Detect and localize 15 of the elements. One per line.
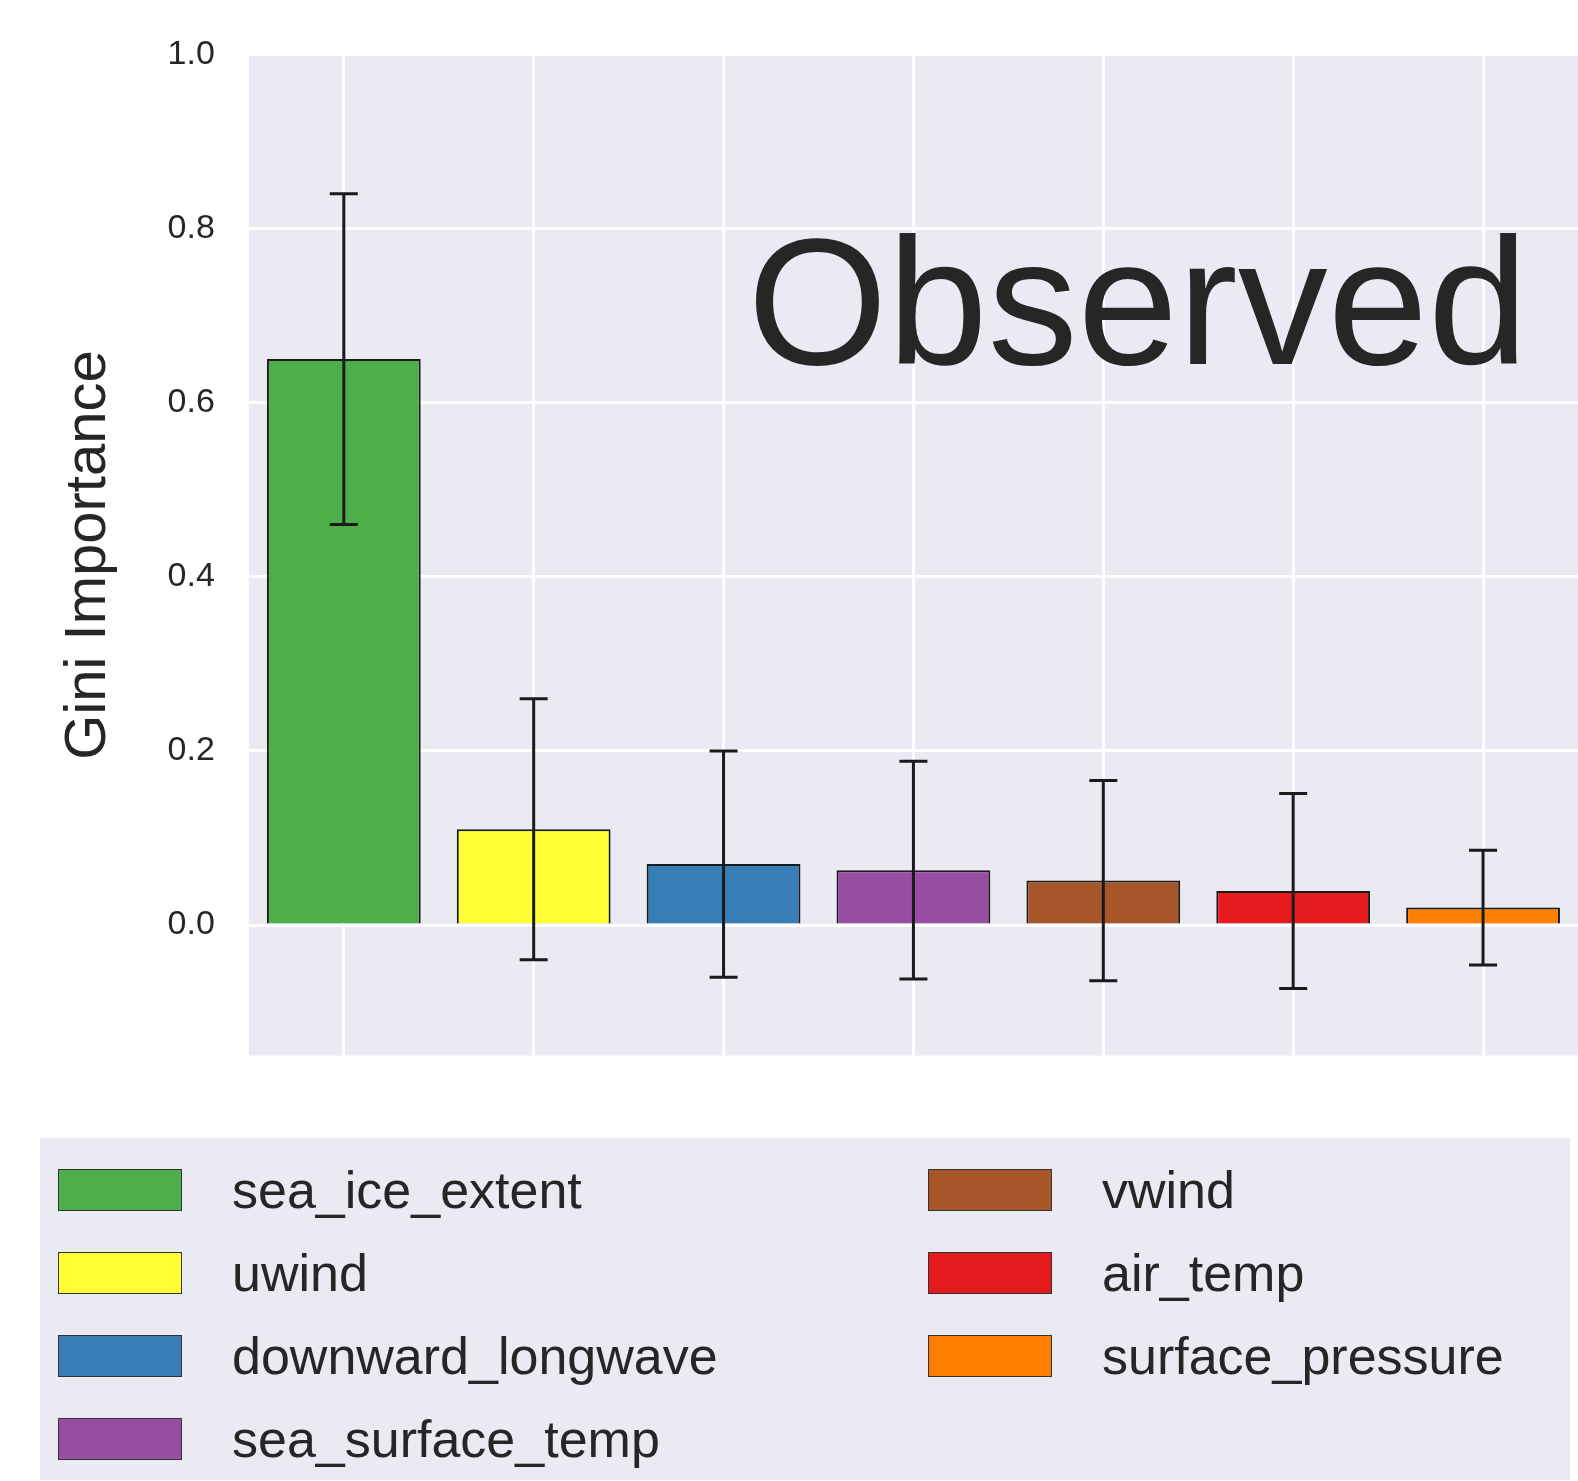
y-tick-label: 1.0: [167, 32, 215, 71]
legend-label: uwind: [232, 1242, 368, 1303]
legend-label: sea_ice_extent: [232, 1159, 582, 1220]
legend-label: downward_longwave: [232, 1325, 718, 1386]
annotation: Observed: [747, 201, 1528, 403]
legend-label: air_temp: [1102, 1242, 1305, 1303]
legend-label: sea_surface_temp: [232, 1408, 660, 1469]
y-axis-title: Gini Importance: [51, 350, 117, 760]
y-tick-label: 0.2: [167, 729, 215, 768]
y-tick-label: 0.0: [167, 903, 215, 942]
legend-label: surface_pressure: [1102, 1325, 1504, 1386]
y-tick-label: 0.6: [167, 381, 215, 420]
legend-label: vwind: [1102, 1159, 1235, 1220]
y-tick-label: 0.4: [167, 555, 215, 594]
y-tick-label: 0.8: [167, 206, 215, 245]
